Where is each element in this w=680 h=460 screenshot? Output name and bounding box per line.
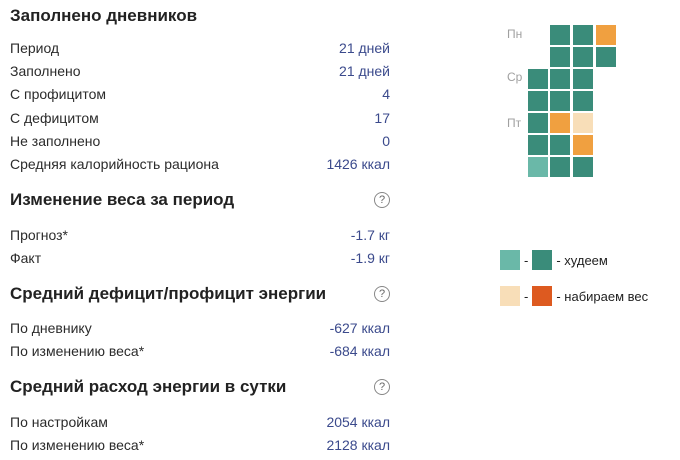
stat-value: -1.9 кг <box>350 250 390 267</box>
stat-row: Факт -1.9 кг <box>10 247 390 270</box>
stat-row: Средняя калорийность рациона 1426 ккал <box>10 153 390 176</box>
stat-label: По настройкам <box>10 414 108 430</box>
calendar-cell[interactable] <box>528 157 548 177</box>
stat-value: 21 дней <box>339 63 390 80</box>
calendar-cell[interactable] <box>550 113 570 133</box>
help-icon[interactable]: ? <box>374 379 390 395</box>
legend-swatch-teal <box>532 250 553 270</box>
calendar-cell[interactable] <box>528 135 548 155</box>
legend-lose-label: - худеем <box>556 252 608 268</box>
stat-label: Период <box>10 40 60 56</box>
stat-label: С профицитом <box>10 86 106 103</box>
legend-swatch-dark-orange <box>532 286 553 306</box>
stat-row: Не заполнено 0 <box>10 130 390 153</box>
help-icon[interactable]: ? <box>374 192 390 208</box>
stat-label: Факт <box>10 250 42 267</box>
day-label-mon: Пн <box>507 27 523 41</box>
calendar-cell[interactable] <box>550 157 570 177</box>
stat-label: С дефицитом <box>10 109 99 126</box>
calendar-cell[interactable] <box>528 69 548 89</box>
calendar-cell[interactable] <box>550 135 570 155</box>
calendar-cell[interactable] <box>573 69 593 89</box>
stat-label: По изменению веса* <box>10 343 145 360</box>
stat-value: -684 ккал <box>329 343 390 360</box>
day-label-fri: Пт <box>507 116 522 130</box>
diaries-title-text: Заполнено дневников <box>10 6 198 25</box>
stat-value: 21 дней <box>339 40 390 56</box>
stat-row: По изменению веса* 2128 ккал <box>10 434 390 457</box>
legend-gain-label: - набираем вес <box>556 288 649 304</box>
diary-calendar: Пн Ср Пт <box>495 22 635 182</box>
calendar-cell[interactable] <box>596 25 616 45</box>
stat-row: По изменению веса* -684 ккал <box>10 340 390 363</box>
energy-expense-title-text: Средний расход энергии в сутки <box>10 377 287 396</box>
stat-value: 0 <box>382 132 390 149</box>
calendar-cell[interactable] <box>573 157 593 177</box>
stat-label: Средняя калорийность рациона <box>10 155 219 172</box>
energy-expense-title: Средний расход энергии в сутки? <box>10 374 390 400</box>
stat-row: По дневнику -627 ккал <box>10 317 390 340</box>
stat-value: 4 <box>382 86 390 103</box>
calendar-cell[interactable] <box>573 135 593 155</box>
calendar-cell[interactable] <box>573 91 593 111</box>
stat-value: -1.7 кг <box>350 227 390 243</box>
weight-rows: Прогноз* -1.7 кг Факт -1.9 кг <box>10 224 390 270</box>
calendar-cell[interactable] <box>596 47 616 67</box>
calendar-cell[interactable] <box>528 91 548 111</box>
help-icon[interactable]: ? <box>374 286 390 302</box>
day-label-wed: Ср <box>507 70 523 84</box>
legend-swatch-light-teal <box>500 250 520 270</box>
calendar-cell[interactable] <box>550 91 570 111</box>
energy-balance-rows: По дневнику -627 ккал По изменению веса* -… <box>10 317 390 363</box>
stat-label: Не заполнено <box>10 132 101 149</box>
stat-row: По настройкам 2054 ккал <box>10 411 390 434</box>
stat-value: 1426 ккал <box>326 155 390 172</box>
stat-row: Период 21 дней <box>10 37 390 60</box>
energy-balance-title: Средний дефицит/профицит энергии? <box>10 281 390 307</box>
weight-title-text: Изменение веса за период <box>10 190 235 209</box>
calendar-cell[interactable] <box>573 25 593 45</box>
legend-gain: - - набираем вес <box>500 286 648 306</box>
stat-label: По изменению веса* <box>10 437 145 454</box>
calendar-cell[interactable] <box>550 69 570 89</box>
stat-label: По дневнику <box>10 320 92 336</box>
energy-expense-rows: По настройкам 2054 ккал По изменению веса… <box>10 411 390 457</box>
calendar-cell[interactable] <box>528 113 548 133</box>
calendar-cell[interactable] <box>550 47 570 67</box>
energy-balance-title-text: Средний дефицит/профицит энергии <box>10 284 327 303</box>
stat-value: 17 <box>374 109 390 126</box>
calendar-cell[interactable] <box>573 113 593 133</box>
diaries-title: Заполнено дневников <box>10 3 390 29</box>
legend-dash: - <box>524 252 529 268</box>
stat-row: Прогноз* -1.7 кг <box>10 224 390 247</box>
stat-value: 2054 ккал <box>326 414 390 430</box>
calendar-cell[interactable] <box>550 25 570 45</box>
stat-value: -627 ккал <box>329 320 390 336</box>
legend-swatch-light-orange <box>500 286 520 306</box>
stat-row: С профицитом 4 <box>10 83 390 106</box>
legend-lose: - - худеем <box>500 250 608 270</box>
stat-row: Заполнено 21 дней <box>10 60 390 83</box>
stat-row: С дефицитом 17 <box>10 107 390 130</box>
weight-title: Изменение веса за период? <box>10 187 390 213</box>
legend-dash: - <box>524 288 529 304</box>
diaries-rows: Период 21 дней Заполнено 21 дней С профици… <box>10 37 390 176</box>
calendar-cell[interactable] <box>573 47 593 67</box>
stat-value: 2128 ккал <box>326 437 390 454</box>
stat-label: Заполнено <box>10 63 81 80</box>
stat-label: Прогноз* <box>10 227 68 243</box>
